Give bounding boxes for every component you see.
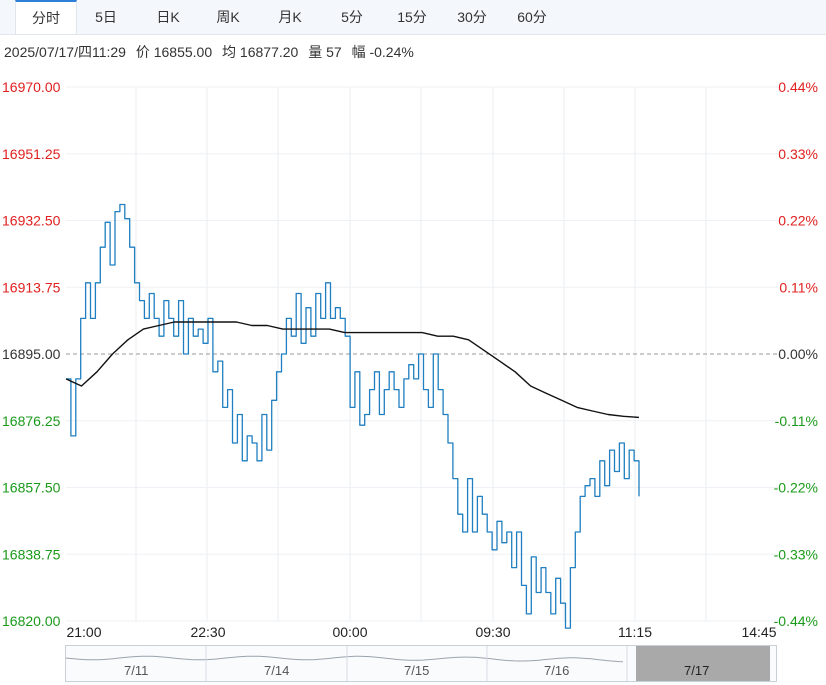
tab-5[interactable]: 5分 (341, 9, 363, 25)
quote-datetime: 2025/07/17/四11:29 (4, 44, 126, 60)
x-tick-1: 22:30 (190, 624, 225, 640)
y-tick-left-3: 16913.75 (2, 279, 61, 295)
y-tick-right-8: -0.44% (774, 613, 818, 629)
navigator-selection[interactable] (636, 646, 770, 681)
x-tick-5: 14:45 (741, 624, 776, 640)
tab-6[interactable]: 15分 (397, 9, 427, 25)
quote-avg: 均 16877.20 (222, 44, 299, 60)
y-tick-left-6: 16857.50 (2, 480, 61, 496)
quote-change: 幅 -0.24% (351, 44, 414, 60)
tab-8[interactable]: 60分 (517, 9, 547, 25)
navigator-label-4: 7/17 (684, 663, 710, 678)
x-tick-0: 21:00 (66, 624, 101, 640)
navigator-mini-chart (66, 646, 628, 681)
time-navigator[interactable]: 7/11 7/14 7/15 7/16 7/17 (65, 645, 777, 682)
tab-3[interactable]: 周K (216, 9, 240, 25)
quote-price: 价 16855.00 (135, 44, 213, 60)
y-tick-right-3: 0.11% (779, 279, 818, 295)
tab-0[interactable]: 分时 (15, 0, 77, 34)
average-line (65, 321, 640, 419)
y-tick-right-2: 0.22% (778, 213, 818, 229)
y-tick-left-0: 16970.00 (2, 79, 61, 95)
intraday-chart[interactable]: 16970.00 0.44% 16951.25 0.33% 16932.50 0.22% 1… (0, 70, 826, 642)
navigator-label-3: 7/16 (544, 663, 570, 678)
y-tick-left-2: 16932.50 (2, 213, 61, 229)
period-tabs: 分时 5日 日K 周K 月K 5分 15分 30分 60分 (0, 0, 826, 35)
tab-7[interactable]: 30分 (457, 9, 487, 25)
price-line (66, 203, 640, 629)
y-tick-left-1: 16951.25 (2, 146, 61, 162)
y-tick-left-7: 16838.75 (2, 546, 61, 562)
y-tick-right-4: 0.00% (778, 346, 818, 362)
tab-2[interactable]: 日K (156, 9, 180, 25)
navigator-label-2: 7/15 (404, 663, 430, 678)
y-tick-right-0: 0.44% (778, 79, 818, 95)
y-tick-right-5: -0.11% (775, 413, 818, 429)
y-tick-left-4: 16895.00 (2, 346, 61, 362)
y-tick-right-7: -0.33% (774, 546, 818, 562)
x-tick-3: 09:30 (475, 624, 510, 640)
x-tick-2: 00:00 (332, 624, 367, 640)
y-tick-left-5: 16876.25 (2, 413, 61, 429)
navigator-label-0: 7/11 (124, 663, 149, 678)
x-tick-4: 11:15 (618, 624, 652, 640)
navigator-label-1: 7/14 (264, 663, 290, 678)
y-tick-right-1: 0.33% (778, 146, 818, 162)
navigator-trace (66, 655, 624, 663)
quote-volume: 量 57 (308, 44, 342, 60)
y-tick-right-6: -0.22% (774, 480, 818, 496)
tab-1[interactable]: 5日 (95, 9, 117, 25)
quote-info-bar: 2025/07/17/四11:29 价 16855.00 均 16877.20 … (4, 42, 420, 62)
y-tick-left-8: 16820.00 (2, 613, 61, 629)
tab-4[interactable]: 月K (278, 9, 302, 25)
